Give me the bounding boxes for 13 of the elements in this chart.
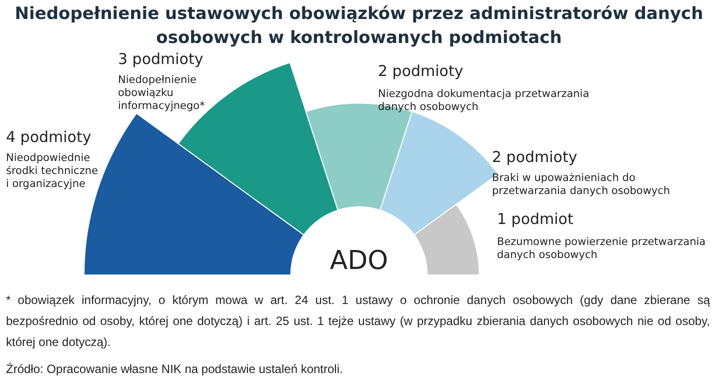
data-label: 1 podmiot [497,210,574,228]
data-label: 3 podmioty [118,50,204,68]
category-label: Braki w upoważnieniach do przetwarzania danych osobowych [492,172,672,198]
text: Niedopełnienie ustawowych obowiązków przez administratorów danych osobowych w kontrolowanych podmiotach [14,3,704,50]
text: Źródło: Opracowanie własne NIK na podstawie ustaleń kontroli. [6,362,343,376]
data-label: 2 podmioty [378,62,464,80]
text: * obowiązek informacyjny, o którym mowa w art. 24 ust. 1 ustawy o ochronie danych osobowych (gdy dane zbierane są bezpośrednio od osoby, której one dotyczą) i art. 25 ust. 1 tejże ustawy (w przypadku zbierania danych osobowych nie od osoby, której one dotyczą). [6,292,710,351]
data-label: 2 podmioty [492,148,578,166]
category-label: Niezgodna dokumentacja przetwarzania danych osobowych [378,88,590,114]
category-label: Niedopełnienie obowiązku informacyjnego* [118,74,206,113]
category-label: Bezumowne powierzenie przetwarzania danych osobowych [497,236,707,262]
data-label: 4 podmioty [6,128,92,146]
category-label: Nieodpowiednie środki techniczne i organizacyjne [6,152,99,191]
